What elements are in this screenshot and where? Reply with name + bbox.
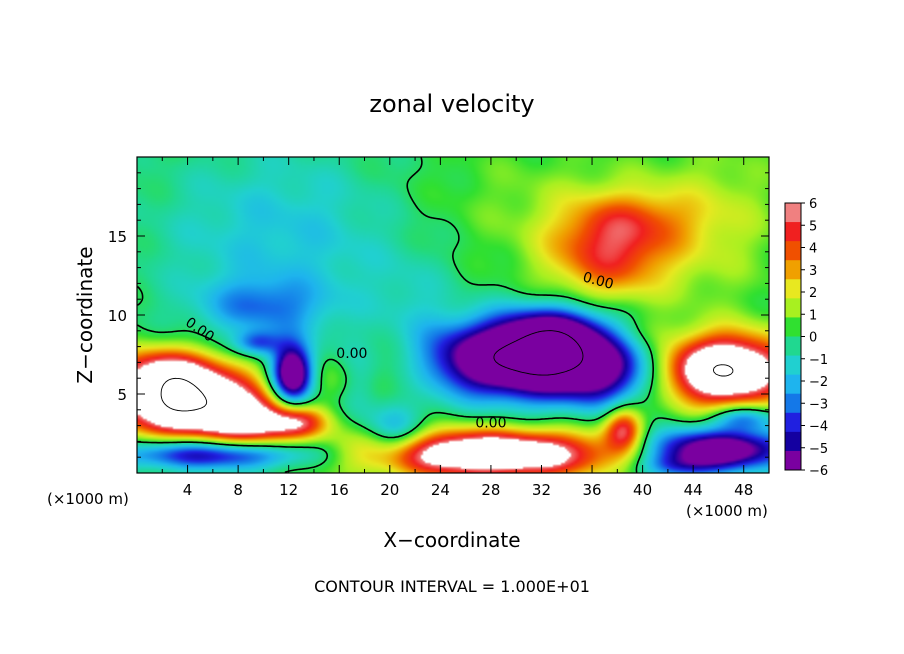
contour-line [137, 157, 769, 473]
colorbar-label: −5 [809, 442, 828, 457]
colorbar-swatch [785, 203, 801, 223]
colorbar-swatch [785, 374, 801, 395]
y-tick-label: 10 [108, 307, 127, 325]
x-unit-right: (×1000 m) [686, 502, 768, 520]
x-tick-label: 44 [684, 481, 703, 499]
contour-label: 0.00 [336, 346, 367, 362]
x-unit-left: (×1000 m) [47, 490, 129, 508]
colorbar-swatch [785, 260, 801, 280]
contour-line [493, 330, 584, 376]
x-axis: 4 8 12 16 20 24 28 32 36 40 44 48 [161, 157, 753, 499]
contour-label: 0.00 [581, 269, 615, 293]
colorbar-label: 2 [809, 286, 817, 301]
colorbar: 6 5 4 3 2 1 0 −1 −2 −3 −4 −5 −6 [784, 197, 828, 479]
colorbar-swatch [785, 336, 801, 357]
x-tick-label: 28 [481, 481, 500, 499]
x-axis-title: X−coordinate [383, 528, 520, 552]
x-tick-label: 32 [532, 481, 551, 499]
colorbar-label: 1 [809, 308, 817, 323]
x-tick-label: 16 [330, 481, 349, 499]
colorbar-swatch [785, 279, 801, 299]
colorbar-label: 4 [809, 242, 817, 257]
contour-lines [137, 157, 769, 473]
plot-area: 0.000.000.000.00 [136, 156, 770, 474]
contour-line [160, 364, 734, 412]
colorbar-label: −1 [809, 353, 828, 368]
x-tick-label: 12 [279, 481, 298, 499]
colorbar-swatch [785, 355, 801, 376]
colorbar-label: 5 [809, 219, 817, 234]
colorbar-swatch [785, 431, 801, 452]
x-tick-label: 24 [431, 481, 450, 499]
contour-label: 0.00 [475, 415, 506, 431]
colorbar-swatch [785, 317, 801, 337]
colorbar-swatch [785, 298, 801, 318]
colorbar-label: −4 [809, 420, 828, 435]
colorbar-swatch [785, 222, 801, 242]
chart-title: zonal velocity [369, 90, 534, 118]
colorbar-label: 3 [809, 264, 817, 279]
x-tick-label: 4 [183, 481, 193, 499]
contour-interval-footer: CONTOUR INTERVAL = 1.000E+01 [314, 577, 590, 596]
y-axis: 5 10 15 [108, 172, 769, 458]
colorbar-label: 6 [809, 197, 817, 212]
colorbar-swatch [785, 393, 801, 414]
velocity-field [137, 157, 769, 473]
y-axis-title: Z−coordinate [73, 246, 97, 383]
y-tick-label: 15 [108, 228, 127, 246]
colorbar-label: 0 [809, 331, 817, 346]
x-tick-label: 40 [633, 481, 652, 499]
y-tick-label: 5 [117, 386, 127, 404]
x-tick-label: 8 [233, 481, 243, 499]
x-tick-label: 36 [582, 481, 601, 499]
x-tick-label: 48 [734, 481, 753, 499]
colorbar-swatch [785, 412, 801, 433]
colorbar-swatch [785, 450, 801, 471]
x-tick-label: 20 [380, 481, 399, 499]
colorbar-label: −6 [809, 464, 828, 479]
colorbar-label: −2 [809, 375, 828, 390]
colorbar-swatch [785, 241, 801, 261]
colorbar-label: −3 [809, 397, 828, 412]
